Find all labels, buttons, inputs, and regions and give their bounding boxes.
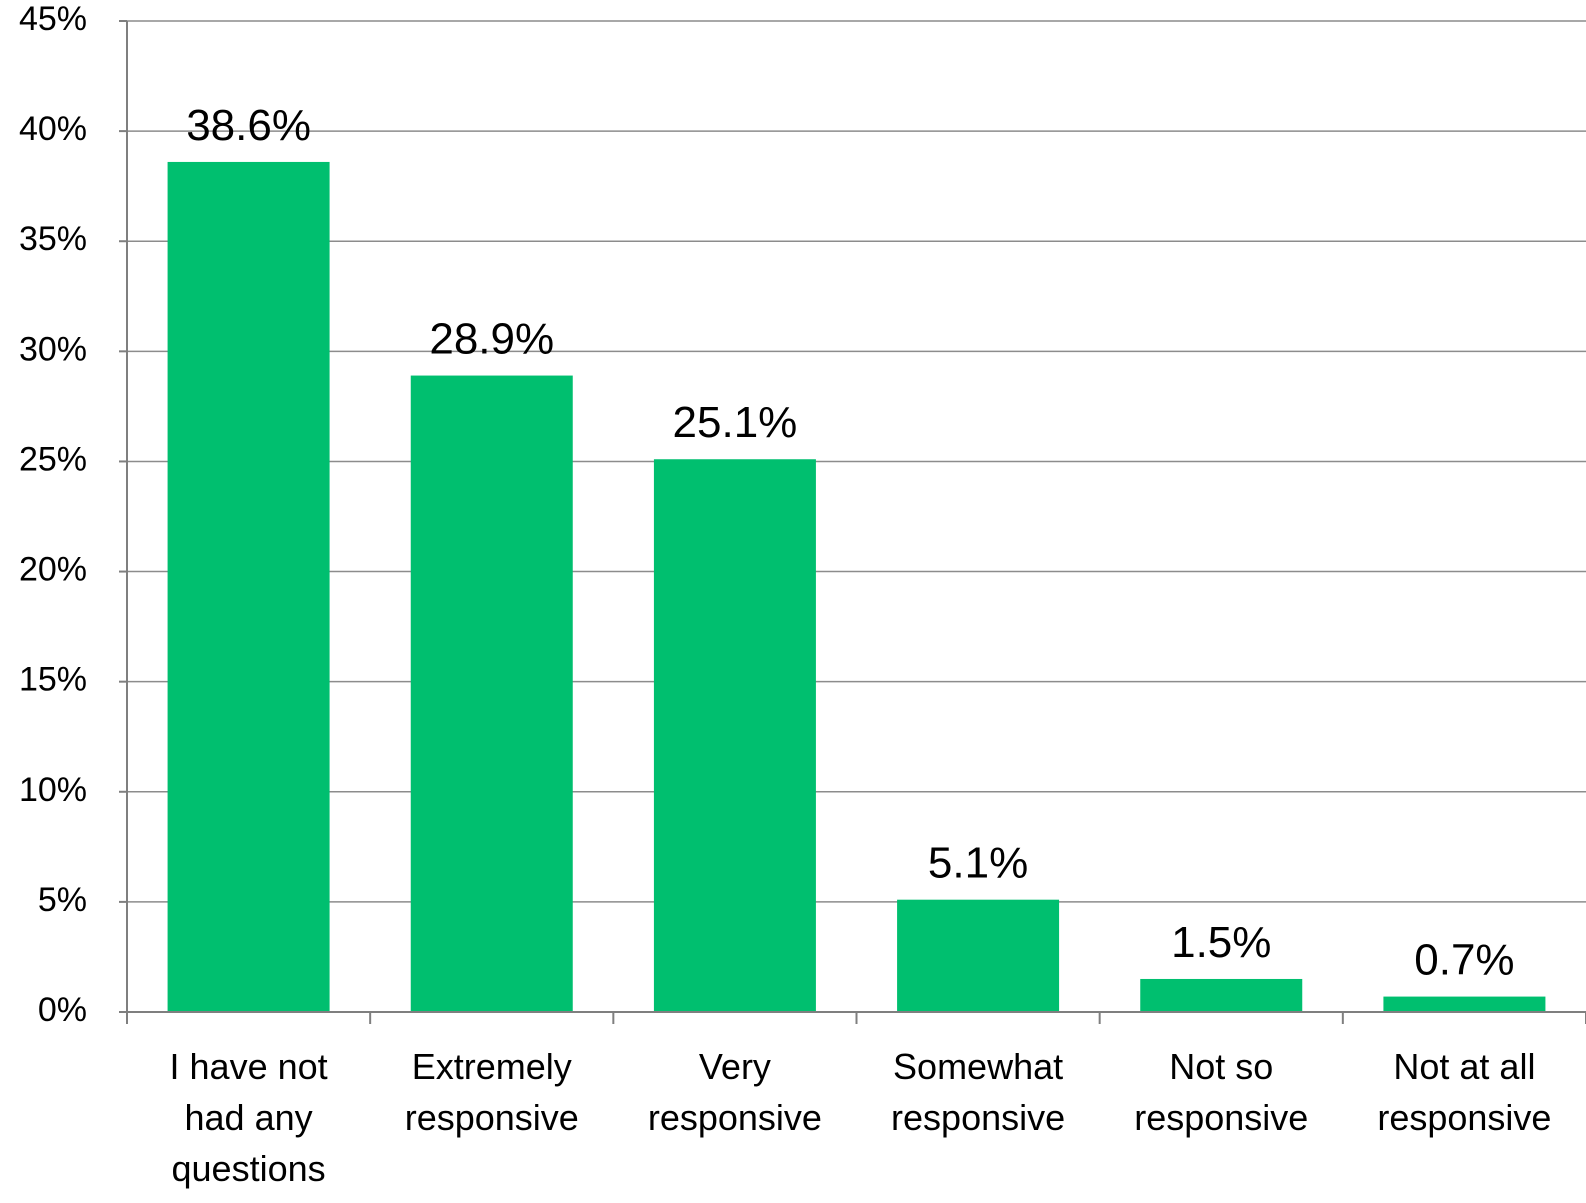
y-tick-label: 15% [19, 661, 87, 699]
y-tick-label: 45% [19, 0, 87, 38]
bar [1383, 996, 1546, 1012]
y-tick-label: 40% [19, 110, 87, 148]
x-category-label-line: had any [185, 1097, 313, 1138]
x-axis-category-labels: I have not had any questions Extremely respo… [170, 1046, 1552, 1189]
x-category-label: Extremely responsive [405, 1046, 579, 1138]
gridlines [127, 20, 1586, 903]
data-label: 1.5% [1171, 918, 1271, 967]
bar [897, 899, 1060, 1012]
y-axis-tick-labels: 0% 5% 10% 15% 20% 25% 30% 35% 40% 45% [19, 0, 87, 1029]
x-category-label: Somewhat responsive [891, 1046, 1065, 1138]
bar [167, 161, 330, 1013]
bar [653, 459, 816, 1013]
x-category-label: Not at all responsive [1377, 1046, 1551, 1138]
x-category-label: I have not had any questions [170, 1046, 328, 1189]
bar [1140, 978, 1303, 1012]
y-tick-label: 20% [19, 551, 87, 589]
x-category-label: Not so responsive [1134, 1046, 1308, 1138]
y-tick-label: 35% [19, 220, 87, 258]
data-labels: 38.6% 28.9% 25.1% 5.1% 1.5% 0.7% [186, 101, 1514, 985]
x-category-label-line: responsive [891, 1097, 1065, 1138]
y-tick-label: 5% [38, 881, 87, 919]
x-category-label-line: Not at all [1393, 1046, 1535, 1087]
y-tick-label: 25% [19, 440, 87, 478]
x-category-label-line: responsive [1134, 1097, 1308, 1138]
x-category-label-line: I have not [170, 1046, 328, 1087]
data-label: 28.9% [429, 315, 554, 364]
x-category-label: Very responsive [648, 1046, 822, 1138]
x-category-label-line: Extremely [412, 1046, 572, 1087]
data-label: 0.7% [1414, 936, 1514, 985]
bars [167, 161, 1546, 1013]
data-label: 25.1% [673, 398, 798, 447]
x-category-label-line: responsive [1377, 1097, 1551, 1138]
y-tick-label: 30% [19, 330, 87, 368]
x-category-label-line: responsive [405, 1097, 579, 1138]
y-tick-label: 10% [19, 771, 87, 809]
x-category-label-line: questions [172, 1148, 326, 1189]
axes [119, 20, 1586, 1024]
data-label: 38.6% [186, 101, 311, 150]
x-category-label-line: Not so [1169, 1046, 1273, 1087]
x-category-label-line: responsive [648, 1097, 822, 1138]
x-category-label-line: Very [699, 1046, 771, 1087]
y-tick-label: 0% [38, 991, 87, 1029]
bar [410, 375, 573, 1013]
x-category-label-line: Somewhat [893, 1046, 1063, 1087]
data-label: 5.1% [928, 839, 1028, 888]
